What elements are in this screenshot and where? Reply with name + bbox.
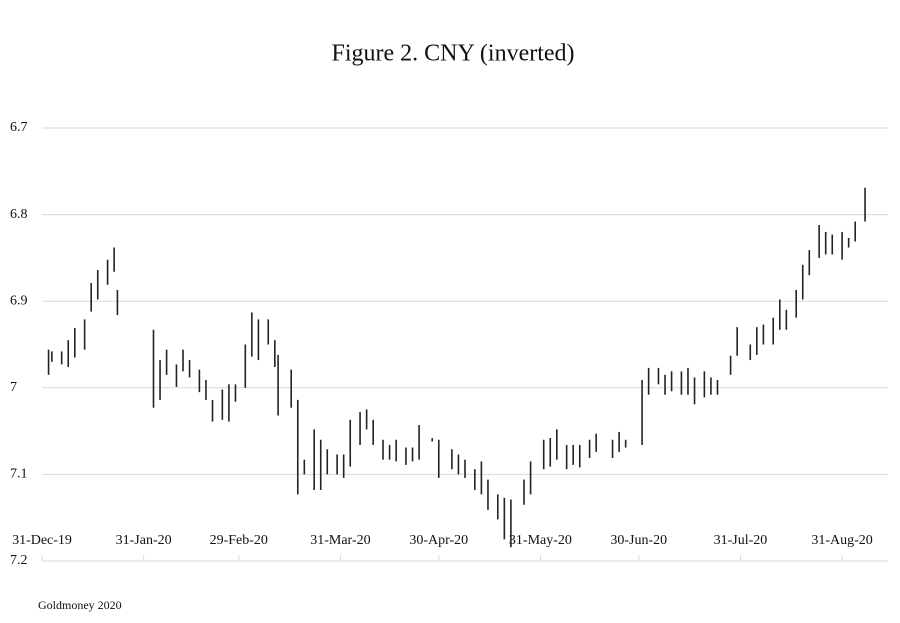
y-tick-label: 6.7 xyxy=(10,120,28,135)
y-tick-label: 7.2 xyxy=(10,553,28,568)
x-tick-label: 31-Dec-19 xyxy=(12,533,72,548)
x-tick-label: 31-May-20 xyxy=(509,533,572,548)
x-tick-label: 30-Apr-20 xyxy=(409,533,468,548)
x-tick-label: 31-Jul-20 xyxy=(714,533,768,548)
y-tick-label: 7 xyxy=(10,380,17,395)
chart-title: Figure 2. CNY (inverted) xyxy=(331,41,574,67)
y-tick-label: 6.9 xyxy=(10,293,28,308)
x-tick-label: 29-Feb-20 xyxy=(210,533,268,548)
x-tick-label: 31-Mar-20 xyxy=(310,533,370,548)
x-tick-label: 31-Aug-20 xyxy=(811,533,872,548)
y-tick-label: 6.8 xyxy=(10,207,28,222)
x-tick-label: 31-Jan-20 xyxy=(116,533,172,548)
footnote: Goldmoney 2020 xyxy=(38,598,122,612)
y-tick-label: 7.1 xyxy=(10,467,28,482)
x-tick-label: 30-Jun-20 xyxy=(610,533,667,548)
